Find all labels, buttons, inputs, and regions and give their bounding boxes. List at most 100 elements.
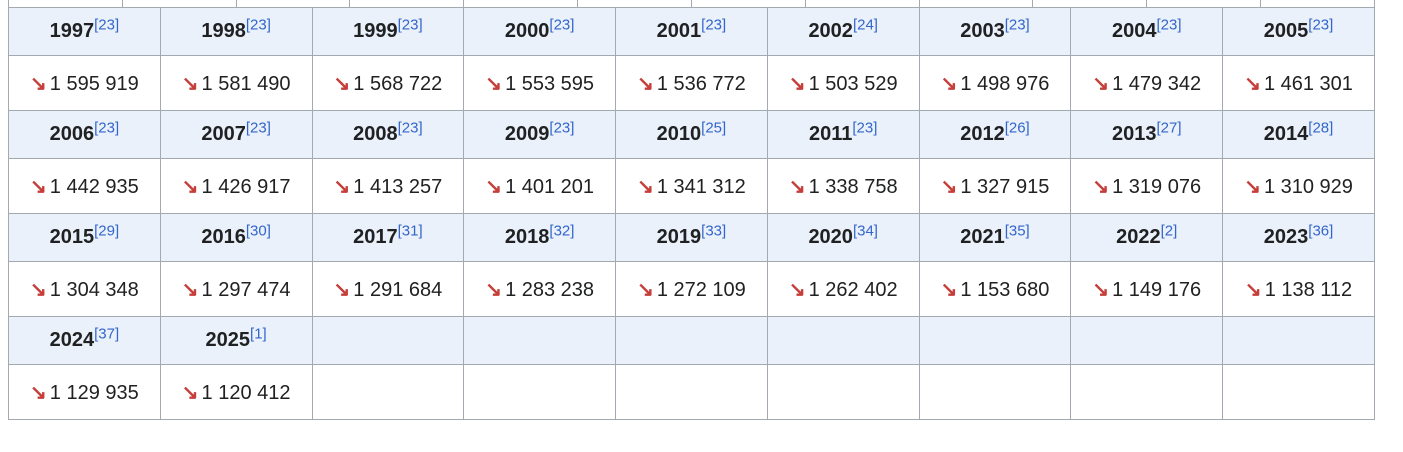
population-value: 1 272 109: [656, 278, 746, 301]
year-header-cell: 2006[23]: [8, 110, 161, 159]
year-label: 2021: [960, 226, 1005, 248]
year-label: 2015: [49, 226, 95, 248]
footnote-ref-link[interactable]: [35]: [1004, 222, 1030, 240]
decrease-arrow-icon: ↘: [181, 381, 199, 404]
population-value-cell: ↘ 1 442 935: [8, 158, 161, 214]
footnote-ref-link[interactable]: [23]: [397, 16, 423, 34]
year-header-cell: 2013[27]: [1070, 110, 1224, 159]
population-value-cell: ↘ 1 291 684: [311, 261, 465, 317]
population-value: 1 327 915: [960, 175, 1050, 198]
cropped-cell: [1033, 0, 1148, 7]
decrease-arrow-icon: ↘: [940, 72, 958, 95]
population-value-row: ↘ 1 129 935 ↘ 1 120 412: [8, 364, 1375, 420]
population-value: 1 319 076: [1112, 175, 1202, 198]
year-label: 2018: [504, 226, 550, 248]
population-value-cell: ↘ 1 272 109: [615, 261, 768, 317]
population-value-cell: ↘ 1 568 722: [311, 55, 465, 111]
footnote-ref-link[interactable]: [26]: [1004, 119, 1030, 137]
year-label: 1998: [201, 20, 246, 42]
cropped-cell: [1261, 0, 1375, 7]
footnote-ref-link[interactable]: [23]: [245, 16, 271, 34]
decrease-arrow-icon: ↘: [485, 278, 503, 301]
population-value: 1 442 935: [49, 175, 139, 198]
empty-value-cell: [766, 364, 920, 420]
year-header-cell: 2015[29]: [8, 213, 161, 262]
cropped-cell: [122, 0, 237, 7]
year-header-row: 1997[23] 1998[23] 1999[23] 2000[23] 2001…: [8, 7, 1375, 56]
footnote-ref-link[interactable]: [23]: [1156, 16, 1182, 34]
population-value-cell: ↘ 1 319 076: [1070, 158, 1224, 214]
population-value: 1 310 929: [1263, 175, 1353, 198]
footnote-ref-link[interactable]: [23]: [701, 16, 727, 34]
year-header-cell: 2003[23]: [918, 7, 1072, 56]
population-value-cell: ↘ 1 503 529: [766, 55, 920, 111]
population-value: 1 568 722: [353, 72, 443, 95]
footnote-ref-link[interactable]: [24]: [852, 16, 878, 34]
decrease-arrow-icon: ↘: [181, 72, 199, 95]
footnote-ref-link[interactable]: [28]: [1308, 119, 1334, 137]
year-header-cell: 1999[23]: [311, 7, 465, 56]
population-value: 1 581 490: [201, 72, 291, 95]
footnote-ref-link[interactable]: [33]: [701, 222, 727, 240]
year-header-cell: 2014[28]: [1222, 110, 1375, 159]
population-value-cell: ↘ 1 581 490: [159, 55, 313, 111]
population-value: 1 479 342: [1112, 72, 1202, 95]
decrease-arrow-icon: ↘: [30, 72, 47, 95]
footnote-ref-link[interactable]: [37]: [94, 325, 120, 343]
empty-header-cell: [463, 316, 617, 365]
decrease-arrow-icon: ↘: [333, 278, 351, 301]
year-label: 2009: [504, 123, 550, 145]
empty-value-cell: [918, 364, 1072, 420]
population-value: 1 297 474: [201, 278, 291, 301]
empty-header-cell: [615, 316, 768, 365]
footnote-ref-link[interactable]: [27]: [1156, 119, 1182, 137]
footnote-ref-link[interactable]: [23]: [94, 16, 120, 34]
year-label: 2014: [1263, 123, 1309, 145]
footnote-ref-link[interactable]: [34]: [852, 222, 878, 240]
footnote-ref-link[interactable]: [32]: [549, 222, 575, 240]
year-header-cell: 2001[23]: [615, 7, 768, 56]
decrease-arrow-icon: ↘: [30, 175, 47, 198]
year-label: 2007: [201, 123, 246, 145]
decrease-arrow-icon: ↘: [1092, 175, 1110, 198]
empty-header-cell: [766, 316, 920, 365]
decrease-arrow-icon: ↘: [181, 278, 199, 301]
footnote-ref-link[interactable]: [2]: [1160, 222, 1178, 240]
footnote-ref-link[interactable]: [29]: [94, 222, 120, 240]
footnote-ref-link[interactable]: [23]: [397, 119, 423, 137]
decrease-arrow-icon: ↘: [940, 278, 958, 301]
footnote-ref-link[interactable]: [23]: [549, 119, 575, 137]
footnote-ref-link[interactable]: [25]: [701, 119, 727, 137]
footnote-ref-link[interactable]: [31]: [397, 222, 423, 240]
population-value-cell: ↘ 1 479 342: [1070, 55, 1224, 111]
year-header-cell: 2010[25]: [615, 110, 768, 159]
population-value: 1 553 595: [505, 72, 595, 95]
year-label: 2022: [1116, 226, 1161, 248]
population-value-row: ↘ 1 442 935 ↘ 1 426 917 ↘ 1 413 257 ↘ 1 401 …: [8, 158, 1375, 214]
population-value-cell: ↘ 1 498 976: [918, 55, 1072, 111]
footnote-ref-link[interactable]: [23]: [549, 16, 575, 34]
population-value: 1 304 348: [49, 278, 139, 301]
year-header-cell: 2021[35]: [918, 213, 1072, 262]
year-label: 2013: [1111, 123, 1157, 145]
footnote-ref-link[interactable]: [23]: [852, 119, 878, 137]
population-value: 1 461 301: [1263, 72, 1353, 95]
year-label: 2006: [49, 123, 95, 145]
footnote-ref-link[interactable]: [23]: [1308, 16, 1334, 34]
empty-value-cell: [1222, 364, 1375, 420]
year-label: 2020: [808, 226, 853, 248]
year-header-cell: 2009[23]: [463, 110, 617, 159]
footnote-ref-link[interactable]: [36]: [1308, 222, 1334, 240]
year-header-cell: 2023[36]: [1222, 213, 1375, 262]
empty-header-cell: [311, 316, 465, 365]
footnote-ref-link[interactable]: [23]: [1004, 16, 1030, 34]
footnote-ref-link[interactable]: [23]: [245, 119, 271, 137]
cropped-row-above: [8, 0, 1375, 7]
footnote-ref-link[interactable]: [1]: [250, 325, 267, 343]
empty-value-cell: [615, 364, 768, 420]
year-header-cell: 2012[26]: [918, 110, 1072, 159]
population-value-cell: ↘ 1 283 238: [463, 261, 617, 317]
cropped-cell: [691, 0, 806, 7]
footnote-ref-link[interactable]: [30]: [245, 222, 271, 240]
footnote-ref-link[interactable]: [23]: [94, 119, 120, 137]
